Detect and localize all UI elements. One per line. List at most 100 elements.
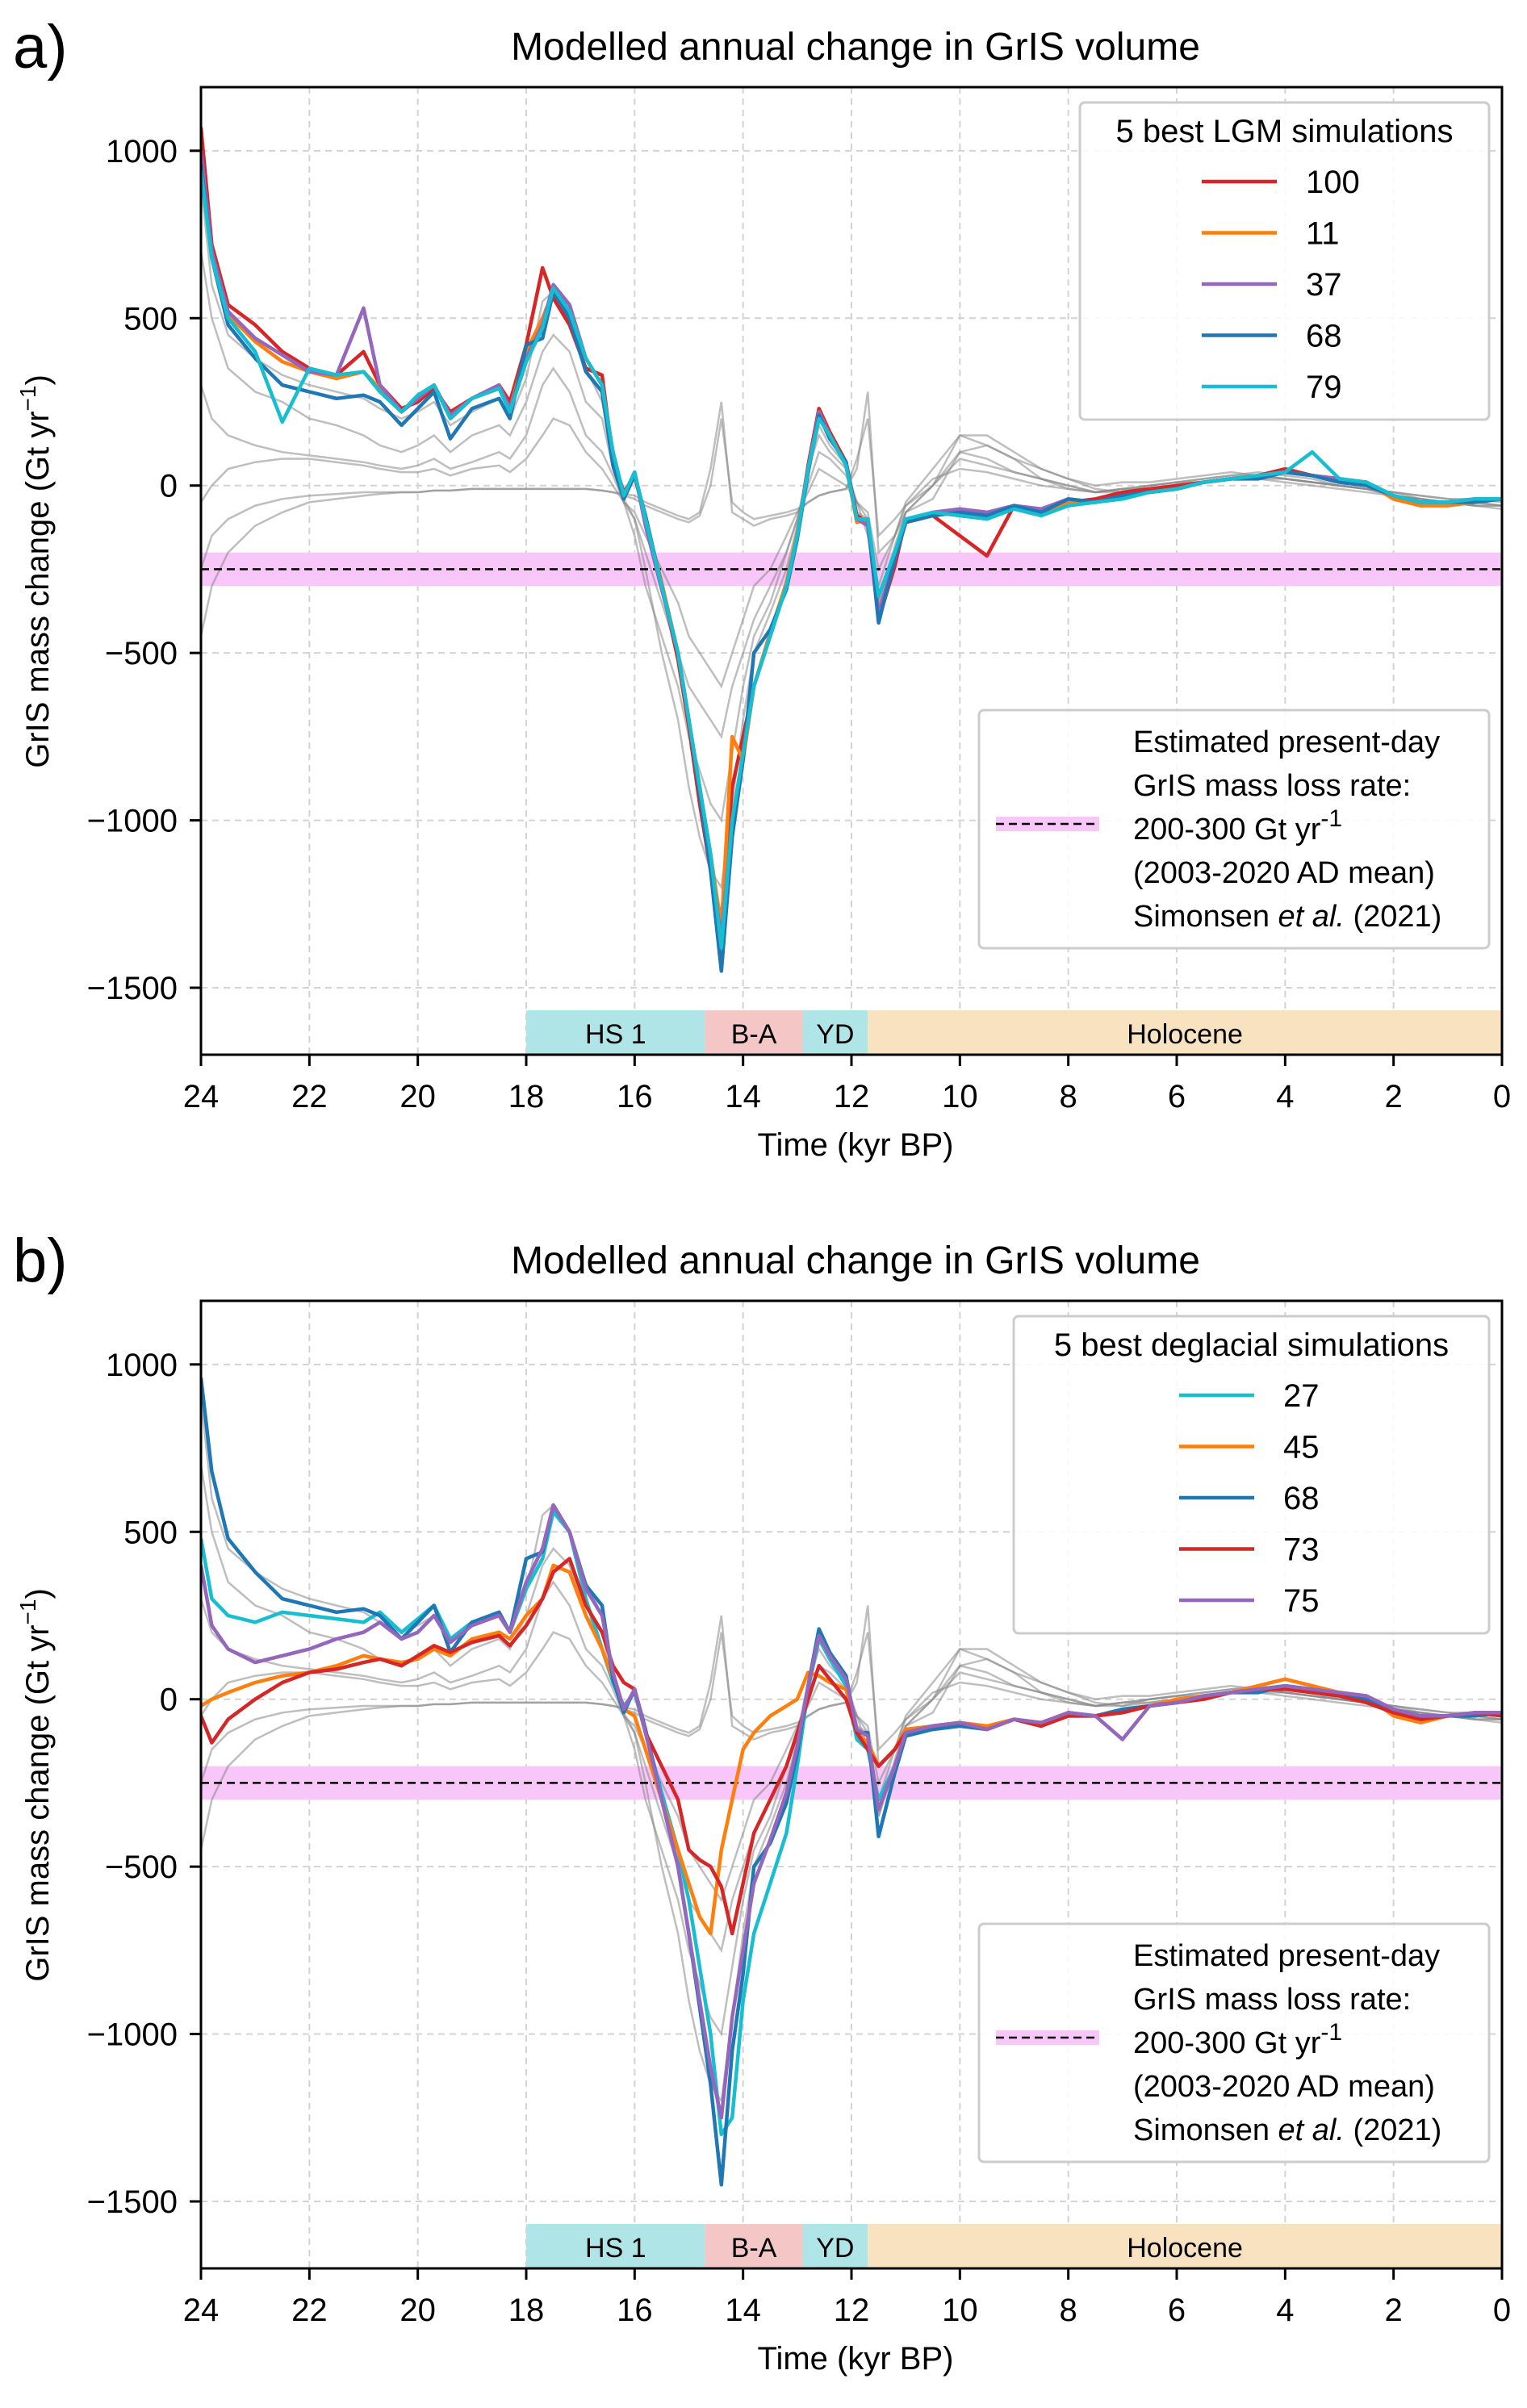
reference-legend-text: Estimated present-day	[1133, 725, 1440, 759]
y-axis-label: GrIS mass change (Gt yr−1)	[15, 374, 56, 768]
period-label: HS 1	[585, 1019, 646, 1050]
period-bar-hs-1	[526, 2224, 705, 2268]
legend-label: 100	[1306, 165, 1360, 200]
y-tick-label: −1500	[87, 2184, 178, 2220]
citation-author: Simonsen	[1133, 2113, 1278, 2147]
reference-legend-text: (2003-2020 AD mean)	[1133, 2070, 1435, 2104]
legend-label: 75	[1283, 1583, 1320, 1619]
y-tick-label: 500	[123, 1515, 178, 1550]
y-axis-label-main: GrIS mass change (Gt yr	[20, 411, 56, 767]
x-tick-label: 20	[400, 2293, 436, 2328]
x-tick-label: 24	[183, 2293, 220, 2328]
y-tick-label: 500	[123, 301, 178, 337]
period-label: HS 1	[585, 2233, 646, 2264]
legend-label: 11	[1306, 216, 1340, 252]
legend-box	[1078, 101, 1491, 421]
x-tick-label: 6	[1168, 1079, 1186, 1114]
x-tick-label: 8	[1060, 2293, 1077, 2328]
x-tick-label: 10	[942, 1079, 978, 1114]
y-tick-label: −1000	[87, 804, 178, 839]
legend-title: 5 best deglacial simulations	[1054, 1327, 1449, 1363]
plot-area	[201, 127, 1502, 1055]
x-tick-label: 22	[291, 1079, 328, 1114]
x-tick-label: 18	[508, 2293, 545, 2328]
x-tick-label: 14	[725, 2293, 761, 2328]
period-label: B-A	[731, 1019, 777, 1050]
period-bar-yd	[802, 2224, 868, 2268]
period-bar-b-a	[705, 1010, 803, 1055]
legend-label: 68	[1306, 319, 1342, 354]
series-line-73	[201, 1557, 1502, 1936]
legend-label: 37	[1306, 267, 1342, 303]
y-tick-label: −500	[105, 1850, 178, 1885]
citation-author: Simonsen	[1133, 900, 1278, 934]
reference-legend-sup: -1	[1320, 2019, 1342, 2046]
period-bar-holocene	[868, 1010, 1502, 1055]
series-line-75	[201, 1503, 1502, 2120]
citation-year: (2021)	[1345, 900, 1441, 934]
plot-area	[201, 1377, 1502, 2268]
ensemble-line	[201, 1465, 1502, 2038]
period-bar-holocene	[868, 2224, 1502, 2268]
period-label: YD	[816, 1019, 854, 1050]
citation-etal: et al.	[1278, 900, 1345, 934]
x-tick-label: 4	[1276, 2293, 1294, 2328]
series-legend: 5 best deglacial simulations 27 45 68 73 75	[1012, 1315, 1491, 1635]
reference-legend-text: 200-300 Gt yr-1	[1133, 805, 1342, 847]
period-bar-yd	[802, 1010, 868, 1055]
citation-year: (2021)	[1345, 2113, 1441, 2147]
legend-label: 79	[1306, 370, 1342, 405]
x-tick-label: 8	[1060, 1079, 1077, 1114]
x-tick-label: 10	[942, 2293, 978, 2328]
x-axis-label: Time (kyr BP)	[758, 2341, 954, 2377]
reference-legend-text: 200-300 Gt yr-1	[1133, 2019, 1342, 2060]
y-tick-label: 1000	[106, 1348, 178, 1383]
period-label: Holocene	[1127, 1019, 1243, 1050]
period-bar-hs-1	[526, 1010, 705, 1055]
reference-legend-rate: 200-300 Gt yr	[1133, 813, 1321, 847]
period-bar-b-a	[705, 2224, 803, 2268]
x-tick-label: 6	[1168, 2293, 1186, 2328]
reference-legend-text: GrIS mass loss rate:	[1133, 1983, 1411, 2017]
reference-legend-citation: Simonsen et al. (2021)	[1133, 2113, 1441, 2147]
period-label: YD	[816, 2233, 854, 2264]
citation-etal: et al.	[1278, 2113, 1345, 2147]
x-tick-label: 20	[400, 1079, 436, 1114]
x-tick-label: 2	[1385, 2293, 1403, 2328]
reference-legend-box	[977, 1922, 1491, 2163]
y-tick-label: 0	[160, 1683, 178, 1718]
x-tick-label: 16	[617, 1079, 653, 1114]
x-tick-label: 2	[1385, 1079, 1403, 1114]
series-line-79	[201, 170, 1502, 950]
x-tick-label: 0	[1493, 1079, 1511, 1114]
period-label: B-A	[731, 2233, 777, 2264]
y-axis-label-main: GrIS mass change (Gt yr	[20, 1624, 56, 1981]
legend-title: 5 best LGM simulations	[1116, 114, 1454, 149]
reference-legend-text: Estimated present-day	[1133, 1939, 1440, 1973]
x-tick-label: 4	[1276, 1079, 1294, 1114]
reference-legend-text: GrIS mass loss rate:	[1133, 769, 1411, 803]
legend-box	[1012, 1315, 1491, 1635]
y-axis-label-sup: −1	[15, 1599, 40, 1625]
legend-label: 68	[1283, 1481, 1320, 1516]
y-axis-label-end: )	[20, 1588, 56, 1599]
panel-label: a)	[13, 13, 68, 82]
x-tick-label: 22	[291, 2293, 328, 2328]
panel-label: b)	[13, 1227, 68, 1295]
y-tick-label: −1500	[87, 971, 178, 1006]
x-tick-label: 12	[834, 1079, 870, 1114]
series-legend: 5 best LGM simulations 100 11 37 68 79	[1078, 101, 1491, 421]
y-axis-label-sup: −1	[15, 386, 40, 412]
x-tick-label: 14	[725, 1079, 761, 1114]
reference-legend: Estimated present-day GrIS mass loss rate…	[977, 709, 1491, 950]
x-tick-label: 12	[834, 2293, 870, 2328]
reference-legend-text: (2003-2020 AD mean)	[1133, 856, 1435, 890]
chart-title: Modelled annual change in GrIS volume	[511, 26, 1200, 69]
legend-label: 45	[1283, 1430, 1320, 1465]
reference-legend: Estimated present-day GrIS mass loss rate…	[977, 1922, 1491, 2163]
x-axis-label: Time (kyr BP)	[758, 1127, 954, 1163]
period-label: Holocene	[1127, 2233, 1243, 2264]
x-tick-label: 16	[617, 2293, 653, 2328]
x-tick-label: 18	[508, 1079, 545, 1114]
